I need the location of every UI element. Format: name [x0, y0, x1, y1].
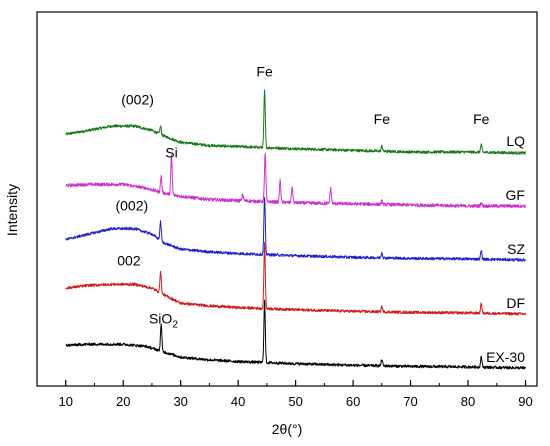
x-tick-label-20: 20: [116, 394, 130, 409]
series-label-df: DF: [506, 295, 525, 311]
peak-annotation-6: 002: [117, 252, 141, 268]
x-tick-label-80: 80: [461, 394, 475, 409]
x-tick-label-10: 10: [59, 394, 73, 409]
annotation-group: (002) Fe Fe Fe Si (002) 002 SiO2: [115, 63, 489, 330]
series-label-ex-30: EX-30: [486, 349, 525, 365]
x-axis-title: 2θ(°): [272, 421, 303, 437]
peak-annotation-0: (002): [121, 91, 154, 107]
series-label-sz: SZ: [507, 241, 525, 257]
x-axis-ticks: 10 20 30 40 50 60 70 80 90: [59, 380, 533, 409]
peak-annotation-3: Fe: [473, 111, 490, 127]
plot-frame: [36, 11, 538, 387]
series-group: LQ GF SZ DF EX-30: [65, 89, 526, 370]
peak-annotation-1: Fe: [256, 63, 273, 79]
x-tick-label-70: 70: [403, 394, 417, 409]
peak-annotation-2: Fe: [374, 111, 391, 127]
x-tick-label-90: 90: [518, 394, 532, 409]
series-line-df: [65, 241, 526, 316]
series-label-gf: GF: [506, 187, 525, 203]
x-tick-label-50: 50: [288, 394, 302, 409]
x-tick-label-40: 40: [231, 394, 245, 409]
peak-annotation-5: (002): [115, 197, 148, 213]
x-tick-label-60: 60: [346, 394, 360, 409]
series-label-lq: LQ: [506, 133, 525, 149]
series-line-ex-30: [65, 299, 526, 370]
series-line-sz: [65, 197, 526, 262]
x-tick-label-30: 30: [173, 394, 187, 409]
y-axis-title: Intensity: [4, 184, 20, 236]
peak-annotation-4: Si: [165, 144, 177, 160]
peak-annotation-7: SiO2: [149, 311, 178, 331]
series-line-lq: [65, 89, 526, 155]
series-line-gf: [65, 153, 526, 209]
